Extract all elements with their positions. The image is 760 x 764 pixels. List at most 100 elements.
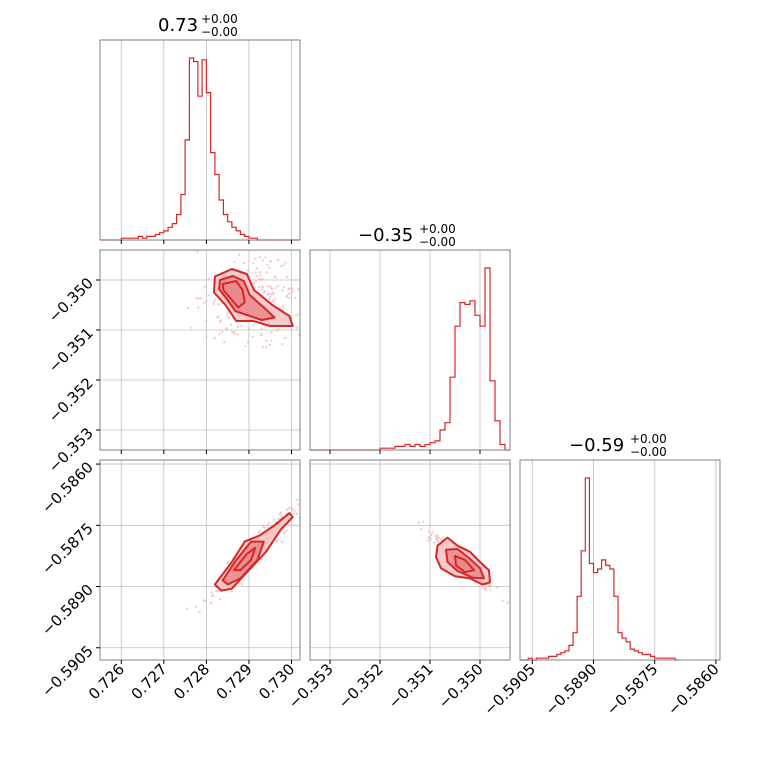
scatter-point bbox=[194, 605, 198, 608]
ytick-label-p2-2: −0.5875 bbox=[38, 519, 97, 578]
scatter-point bbox=[209, 601, 213, 604]
scatter-point bbox=[259, 271, 262, 274]
title-p0: 0.73 bbox=[158, 15, 198, 36]
scatter-point bbox=[253, 281, 256, 284]
scatter-point bbox=[237, 325, 240, 328]
scatter-point bbox=[236, 333, 239, 336]
scatter-point bbox=[229, 323, 232, 326]
scatter-point bbox=[266, 526, 269, 529]
title-p0-sub: −0.00 bbox=[201, 25, 238, 39]
scatter-point bbox=[287, 288, 290, 291]
scatter-point bbox=[261, 277, 264, 281]
scatter-point bbox=[266, 285, 269, 288]
scatter-point bbox=[288, 507, 291, 510]
scatter-point bbox=[288, 292, 291, 295]
scatter-point bbox=[436, 537, 439, 540]
xtick-label-p0-1: 0.727 bbox=[128, 660, 171, 703]
scatter-point bbox=[263, 290, 266, 293]
scatter-point bbox=[261, 345, 264, 348]
scatter-point bbox=[284, 261, 287, 264]
xtick-label-p0-2: 0.728 bbox=[170, 660, 213, 703]
ytick-label-p1-2: −0.351 bbox=[45, 324, 97, 376]
ytick-label-p2-1: −0.5890 bbox=[38, 581, 97, 640]
scatter-point bbox=[280, 265, 283, 268]
panel-frame-r0-c0 bbox=[99, 39, 301, 241]
scatter-point bbox=[226, 312, 229, 315]
title-p2-base: −0.59 bbox=[569, 435, 624, 456]
scatter-point bbox=[269, 260, 272, 263]
xtick-label-p0-3: 0.729 bbox=[213, 660, 256, 703]
scatter-point bbox=[274, 297, 277, 301]
frame-layer bbox=[99, 39, 721, 661]
panel-frame-r2-c0 bbox=[99, 459, 301, 661]
panel-frame-r1-c1 bbox=[309, 249, 511, 451]
scatter-point bbox=[212, 300, 215, 303]
scatter-point bbox=[293, 509, 296, 512]
scatter-point bbox=[247, 341, 250, 344]
scatter-point bbox=[197, 306, 200, 309]
scatter-point bbox=[286, 508, 289, 511]
scatter-point bbox=[430, 534, 433, 537]
scatter-point bbox=[284, 336, 287, 340]
scatter-point bbox=[207, 277, 210, 280]
scatter-point bbox=[258, 530, 261, 533]
contour-level-2-panel-0 bbox=[221, 280, 246, 309]
scatter-point bbox=[216, 589, 219, 592]
scatter-point bbox=[295, 278, 298, 282]
scatter-point bbox=[291, 507, 294, 511]
scatter-point bbox=[275, 540, 278, 543]
scatter-point bbox=[210, 591, 213, 594]
scatter-point bbox=[281, 343, 284, 346]
tick-layer: 0.726 0.727 0.728 0.729 0.730−0.353−0.352−0.… bbox=[38, 240, 723, 719]
scatter-point bbox=[270, 288, 274, 291]
scatter-point bbox=[196, 250, 199, 253]
scatter-point bbox=[473, 581, 476, 584]
scatter-point bbox=[274, 286, 277, 289]
scatter-point bbox=[270, 339, 273, 342]
scatter-point bbox=[285, 276, 289, 279]
scatter-point bbox=[496, 586, 499, 589]
panel-frame-r2-c2 bbox=[519, 459, 721, 661]
title-p1-sub: −0.00 bbox=[419, 235, 456, 249]
scatter-point bbox=[428, 537, 431, 540]
scatter-point bbox=[265, 271, 268, 274]
scatter-point bbox=[204, 599, 207, 603]
title-p0-sup: +0.00 bbox=[201, 12, 238, 26]
scatter-point bbox=[484, 584, 487, 587]
scatter-point bbox=[264, 256, 267, 259]
scatter-point bbox=[280, 540, 284, 543]
xtick-label-p2-3: −0.5860 bbox=[664, 660, 723, 719]
scatter-point bbox=[294, 296, 297, 300]
scatter-point bbox=[241, 583, 244, 586]
scatter-point bbox=[258, 277, 261, 281]
scatter-point bbox=[281, 289, 284, 292]
xtick-label-p2-1: −0.5890 bbox=[542, 660, 601, 719]
scatter-point bbox=[230, 590, 234, 593]
scatter-point bbox=[251, 335, 254, 338]
xtick-label-p1-3: −0.350 bbox=[435, 660, 487, 712]
scatter-point bbox=[258, 286, 261, 289]
scatter-point bbox=[282, 305, 285, 308]
title-p1: −0.35 bbox=[358, 225, 413, 246]
scatter-point bbox=[293, 512, 296, 515]
scatter-point bbox=[205, 319, 208, 322]
scatter-point bbox=[252, 262, 255, 265]
scatter-point bbox=[225, 328, 228, 331]
scatter-point bbox=[484, 587, 487, 590]
scatter-point bbox=[198, 611, 201, 614]
scatter-point bbox=[426, 539, 429, 542]
scatter-point bbox=[221, 330, 224, 333]
scatter-point bbox=[272, 293, 275, 296]
scatter-point bbox=[428, 530, 431, 533]
scatter-point bbox=[480, 585, 483, 588]
scatter-point bbox=[296, 498, 299, 501]
scatter-point bbox=[264, 346, 268, 349]
scatter-point bbox=[271, 291, 274, 294]
xtick-label-p0-0: 0.726 bbox=[85, 660, 128, 703]
scatter-point bbox=[255, 267, 259, 270]
scatter-point bbox=[240, 324, 243, 328]
scatter-point bbox=[267, 297, 271, 300]
scatter-point bbox=[231, 330, 234, 333]
scatter-point bbox=[418, 521, 421, 524]
